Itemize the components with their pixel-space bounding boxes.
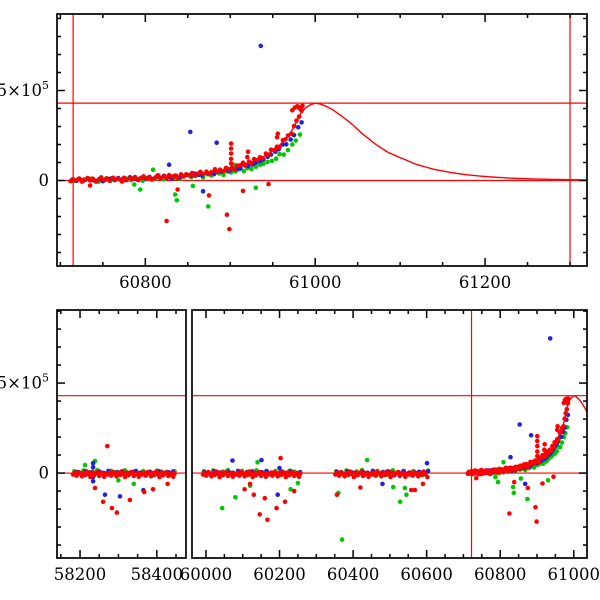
x-tick-label: 60800 (474, 565, 527, 584)
x-tick-label: 61000 (289, 273, 342, 292)
x-tick-label: 60400 (327, 565, 380, 584)
axes-frame (56, 13, 588, 267)
y-tick-label: 0 (39, 171, 50, 190)
bottom-panel-frame-0: 58200 58400 0 5×105 (0, 309, 187, 584)
y-tick-label: 5×105 (0, 79, 49, 100)
x-ticks (60, 310, 177, 558)
model-light-curve (70, 102, 587, 181)
y-ticks (57, 310, 65, 546)
axes-frame (56, 309, 187, 559)
green-series (71, 132, 303, 209)
x-tick-label: 61200 (459, 273, 512, 292)
bottom-panel-frame-1: 60000 60200 60400 60600 60800 61000 (180, 309, 600, 584)
red-series (68, 103, 305, 232)
y-ticks (57, 17, 587, 254)
x-ticks (59, 14, 571, 266)
x-tick-label: 60200 (253, 565, 306, 584)
red-series (70, 443, 177, 515)
x-tick-label: 60000 (180, 565, 233, 584)
axes-frame (191, 309, 588, 559)
y-tick-label: 0 (39, 464, 50, 483)
top-plot-area-0 (57, 14, 587, 266)
top-panel-frame-0: 60800 61000 61200 0 5×105 (0, 13, 588, 292)
y-ticks (579, 310, 587, 546)
x-tick-label: 60800 (119, 273, 172, 292)
blue-series (73, 460, 176, 499)
y-tick-label: 5×105 (0, 372, 49, 393)
x-tick-label: 60600 (400, 565, 453, 584)
model-light-curve (467, 394, 587, 474)
bottom-plot-area-0 (57, 395, 186, 515)
blue-series (70, 43, 304, 194)
x-tick-label: 58200 (54, 565, 107, 584)
x-tick-label: 61000 (548, 565, 600, 584)
x-tick-label: 58400 (131, 565, 184, 584)
red-series (200, 396, 571, 524)
bottom-plot-area-1 (192, 310, 587, 558)
x-ticks (205, 310, 575, 558)
